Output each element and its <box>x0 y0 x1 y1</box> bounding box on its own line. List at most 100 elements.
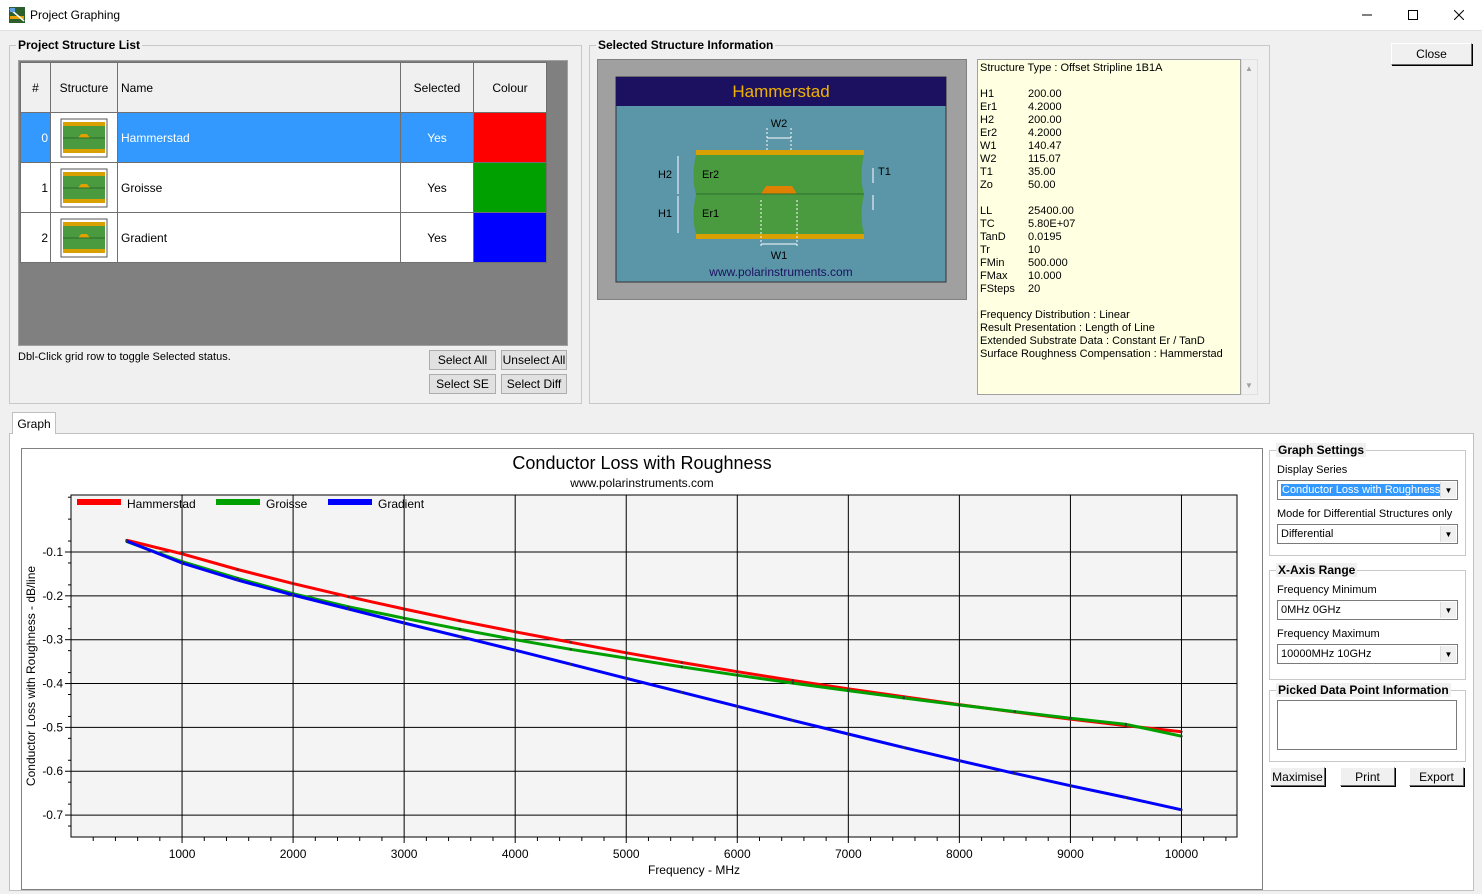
maximize-icon[interactable] <box>1390 0 1436 30</box>
chart-frame[interactable]: 1000 2000 3000 4000 5000 6000 7000 8000 9000 1000… <box>21 448 1263 890</box>
display-series-select[interactable]: Conductor Loss with Roughness ▼ <box>1277 480 1458 500</box>
y-tick-label: -0.7 <box>42 808 63 822</box>
data-point <box>958 703 961 707</box>
scroll-up-icon[interactable]: ▲ <box>1245 64 1253 73</box>
mode-select[interactable]: Differential ▼ <box>1277 524 1458 544</box>
row-name: Gradient <box>117 212 401 263</box>
table-row[interactable]: 0 Hammerstad Yes <box>20 112 547 163</box>
param-list-sim: LL 25400.00 TC 5.80E+07 TanD 0.0195 Tr 10 FMin 50… <box>980 205 1238 296</box>
tab-graph[interactable]: Graph <box>12 412 56 434</box>
mode-label: Mode for Differential Structures only <box>1277 508 1453 520</box>
data-point <box>402 621 406 625</box>
row-colour-swatch[interactable] <box>473 162 547 213</box>
series-line-gradient <box>125 539 1182 812</box>
select-se-button[interactable]: Select SE <box>429 374 496 394</box>
label-er1: Er1 <box>702 208 719 220</box>
data-point <box>680 691 683 694</box>
param-row: Er1 4.2000 <box>980 101 1238 114</box>
chevron-down-icon[interactable]: ▼ <box>1440 526 1456 542</box>
close-button[interactable]: Close <box>1391 43 1472 65</box>
chevron-down-icon[interactable]: ▼ <box>1440 646 1456 662</box>
structure-diagram-frame: Hammerstad W2 W1 H2 H1 Er2 Er1 T1 www.po… <box>597 59 967 300</box>
legend-swatch <box>328 499 372 505</box>
row-selected: Yes <box>400 162 474 213</box>
param-value: 0.0195 <box>1028 231 1062 243</box>
param-key: FMin <box>980 257 1005 269</box>
selected-structure-info-title: Selected Structure Information <box>596 38 776 52</box>
param-row: LL 25400.00 <box>980 205 1238 218</box>
row-colour-swatch[interactable] <box>473 212 547 263</box>
x-axis-label: Frequency - MHz <box>648 863 740 877</box>
print-button[interactable]: Print <box>1340 767 1395 786</box>
param-key: H1 <box>980 88 995 100</box>
chevron-down-icon[interactable]: ▼ <box>1440 602 1456 618</box>
col-header-colour[interactable]: Colour <box>473 62 547 113</box>
y-axis-label: Conductor Loss with Roughness - dB/line <box>24 566 38 786</box>
picked-data-field[interactable] <box>1277 700 1457 750</box>
param-row: FMin 500.000 <box>980 257 1238 270</box>
row-colour-swatch[interactable] <box>473 112 547 163</box>
export-button[interactable]: Export <box>1409 767 1464 786</box>
col-header-name[interactable]: Name <box>117 62 401 113</box>
label-h1: H1 <box>658 208 672 220</box>
frequency-max-select[interactable]: 10000MHz 10GHz ▼ <box>1277 644 1458 664</box>
data-point <box>847 732 850 736</box>
title-bar: Project Graphing <box>0 0 1482 31</box>
structure-thumbnail <box>50 212 118 263</box>
x-axis-range-group <box>1269 570 1466 680</box>
frequency-min-value: 0MHz 0GHz <box>1281 604 1341 616</box>
x-tick-label: 2000 <box>280 847 307 861</box>
data-point <box>847 689 850 692</box>
structure-grid[interactable]: # Structure Name Selected Colour 0 Hamme… <box>18 60 568 346</box>
x-tick-label: 3000 <box>391 847 418 861</box>
data-point <box>736 670 739 673</box>
data-point <box>680 661 683 664</box>
project-structure-list-title: Project Structure List <box>16 38 143 52</box>
conductor-loss-chart: 1000 2000 3000 4000 5000 6000 7000 8000 9000 1000… <box>24 453 1238 877</box>
y-tick-label: -0.1 <box>42 545 63 559</box>
param-key: W1 <box>980 140 997 152</box>
minimize-icon[interactable] <box>1344 0 1390 30</box>
frequency-min-select[interactable]: 0MHz 0GHz ▼ <box>1277 600 1458 620</box>
param-value: 4.2000 <box>1028 101 1062 113</box>
info-scrollbar[interactable]: ▲ ▼ <box>1241 59 1258 395</box>
param-key: Er2 <box>980 127 998 139</box>
y-tick-label: -0.4 <box>42 677 63 691</box>
param-value: 35.00 <box>1028 166 1056 178</box>
data-point <box>736 705 739 708</box>
display-series-label: Display Series <box>1277 464 1348 476</box>
param-row: W1 140.47 <box>980 140 1238 153</box>
data-point <box>902 696 906 700</box>
select-diff-button[interactable]: Select Diff <box>501 374 567 394</box>
maximise-button[interactable]: Maximise <box>1270 767 1325 786</box>
label-er2: Er2 <box>702 169 719 181</box>
param-row: T1 35.00 <box>980 166 1238 179</box>
scroll-down-icon[interactable]: ▼ <box>1245 381 1253 390</box>
data-point <box>180 561 184 565</box>
col-header-index[interactable]: # <box>20 62 51 113</box>
grid-hint-text: Dbl-Click grid row to toggle Selected st… <box>18 351 231 363</box>
data-point <box>458 635 461 638</box>
param-key: H2 <box>980 114 995 126</box>
data-point <box>1180 734 1183 738</box>
chevron-down-icon[interactable]: ▼ <box>1440 482 1456 498</box>
unselect-all-button[interactable]: Unselect All <box>501 350 567 370</box>
param-key: Er1 <box>980 101 998 113</box>
col-header-selected[interactable]: Selected <box>400 62 474 113</box>
legend-label: Groisse <box>266 497 308 511</box>
data-point <box>1013 772 1017 775</box>
select-all-button[interactable]: Select All <box>429 350 496 370</box>
diagram-title: Hammerstad <box>732 82 829 101</box>
window-title: Project Graphing <box>30 8 121 22</box>
param-value: 10 <box>1028 244 1041 256</box>
param-row: Zo 50.00 <box>980 179 1238 192</box>
close-icon[interactable] <box>1436 0 1482 30</box>
x-tick-label: 5000 <box>613 847 640 861</box>
data-point <box>569 641 572 644</box>
row-index: 2 <box>20 212 51 263</box>
data-point <box>291 582 295 585</box>
table-row[interactable]: 2 Gradient Yes <box>20 212 547 263</box>
structure-thumbnail <box>50 162 118 213</box>
table-row[interactable]: 1 Groisse Yes <box>20 162 547 213</box>
col-header-structure[interactable]: Structure <box>50 62 118 113</box>
